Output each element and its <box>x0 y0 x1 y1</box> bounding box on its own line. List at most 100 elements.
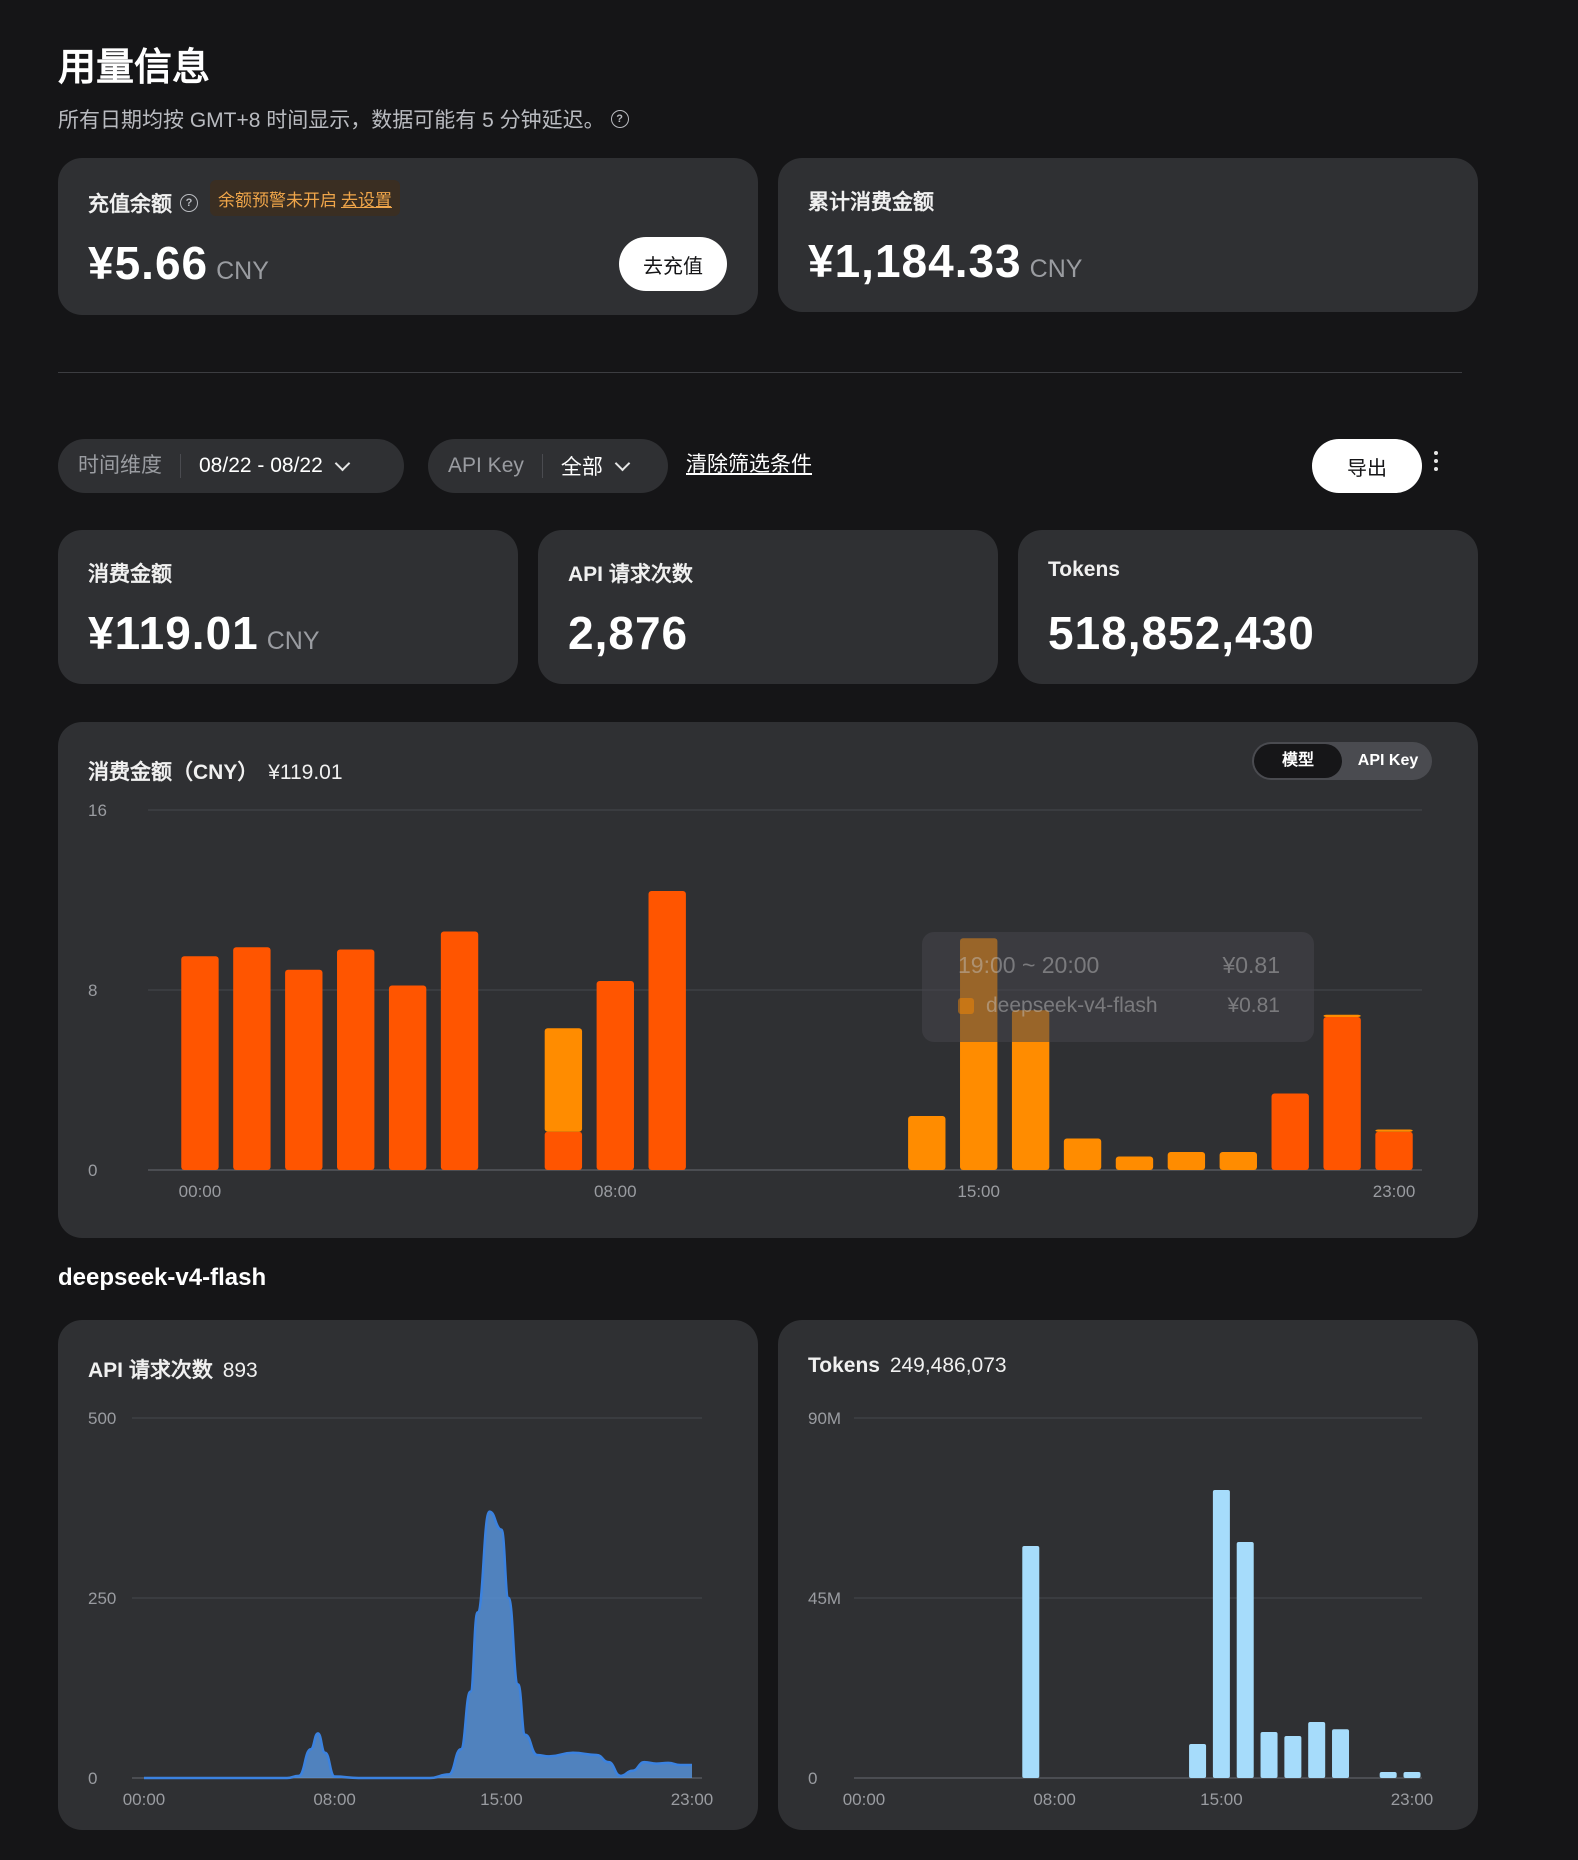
spend-bar <box>1011 1010 1050 1170</box>
spend-bar <box>388 985 427 1170</box>
x-tick-label: 23:00 <box>671 1790 714 1809</box>
y-tick-label: 45M <box>808 1589 841 1608</box>
spend-bar <box>233 947 271 1170</box>
tooltip-swatch <box>958 998 974 1014</box>
tokens-bar <box>1022 1546 1040 1778</box>
balance-warning-badge: 余额预警未开启 去设置 <box>210 180 400 216</box>
spend-bar <box>285 969 323 1170</box>
time-filter-label: 时间维度 <box>58 454 181 478</box>
spend-stat-label: 消费金额 <box>88 563 172 586</box>
spend-bar <box>1375 1129 1413 1132</box>
tokens-stat-value: 518,852,430 <box>1048 607 1315 659</box>
x-tick-label: 00:00 <box>179 1182 222 1201</box>
x-tick-label: 08:00 <box>594 1182 637 1201</box>
model-requests-card: API 请求次数 893 <box>58 1320 758 1830</box>
section-divider <box>58 372 1462 373</box>
tokens-bar <box>1236 1542 1254 1778</box>
balance-card: 充值余额 ? ¥5.66 CNY 去充值 <box>58 158 758 315</box>
tooltip-time: 19:00 ~ 20:00 <box>958 952 1100 978</box>
tokens-bar <box>1212 1490 1230 1778</box>
tokens-bar <box>1332 1729 1350 1778</box>
time-range-filter[interactable]: 时间维度 08/22 - 08/22 <box>58 439 404 493</box>
balance-label: 充值余额 <box>88 193 172 216</box>
tooltip-model: deepseek-v4-flash <box>986 994 1158 1017</box>
y-tick-label: 250 <box>88 1589 116 1608</box>
balance-help-icon[interactable]: ? <box>180 194 198 212</box>
x-tick-label: 08:00 <box>313 1790 356 1809</box>
more-options-icon[interactable] <box>1426 448 1446 474</box>
y-tick-label: 500 <box>88 1409 116 1428</box>
tokens-stat-label: Tokens <box>1048 558 1120 581</box>
chart-group-toggle[interactable]: 模型 API Key <box>1252 742 1432 780</box>
total-spend-card: 累计消费金额 ¥1,184.33 CNY <box>778 158 1478 312</box>
requests-stat-card: API 请求次数 2,876 <box>538 530 998 684</box>
apikey-filter[interactable]: API Key 全部 <box>428 439 668 493</box>
apikey-filter-label: API Key <box>428 454 543 478</box>
spend-bar <box>181 956 219 1170</box>
balance-unit: CNY <box>216 257 269 285</box>
total-spend-label: 累计消费金额 <box>808 191 934 214</box>
page-subtitle: 所有日期均按 GMT+8 时间显示，数据可能有 5 分钟延迟。 ? <box>58 104 629 134</box>
spend-stat-unit: CNY <box>266 627 320 655</box>
x-tick-label: 15:00 <box>1200 1790 1243 1809</box>
spend-bar <box>596 981 634 1170</box>
total-unit: CNY <box>1029 255 1083 283</box>
x-tick-label: 23:00 <box>1391 1790 1434 1809</box>
model-requests-label: API 请求次数 <box>88 1359 213 1382</box>
toggle-model[interactable]: 模型 <box>1254 744 1342 778</box>
warning-settings-link[interactable]: 去设置 <box>341 190 392 210</box>
x-tick-label: 08:00 <box>1033 1790 1076 1809</box>
total-amount-row: ¥1,184.33 CNY <box>808 234 1082 288</box>
tokens-bar <box>1308 1722 1326 1778</box>
spend-bar <box>544 1028 583 1132</box>
spend-bar <box>908 1116 946 1170</box>
warning-text: 余额预警未开启 <box>218 190 337 210</box>
spend-bar <box>1167 1152 1206 1170</box>
spend-bar <box>440 931 479 1170</box>
chevron-down-icon <box>334 455 351 471</box>
model-tokens-label: Tokens <box>808 1354 880 1377</box>
x-tick-label: 15:00 <box>957 1182 1000 1201</box>
toggle-apikey[interactable]: API Key <box>1357 752 1419 769</box>
spend-bar <box>1323 1017 1361 1170</box>
x-tick-label: 00:00 <box>123 1790 166 1809</box>
x-tick-label: 00:00 <box>843 1790 886 1809</box>
tokens-bar <box>1403 1772 1421 1778</box>
spend-bar <box>648 891 686 1170</box>
tokens-stat-card: Tokens 518,852,430 <box>1018 530 1478 684</box>
spend-stat-card: 消费金额 ¥119.01 CNY <box>58 530 518 684</box>
export-button[interactable]: 导出 <box>1312 439 1422 493</box>
spend-bar <box>1323 1014 1361 1017</box>
tokens-bar <box>1260 1732 1278 1778</box>
spend-bar <box>1271 1093 1309 1170</box>
x-tick-label: 15:00 <box>480 1790 523 1809</box>
spend-bar <box>337 949 375 1170</box>
spend-stat-value: ¥119.01 <box>88 607 259 659</box>
tokens-bar <box>1379 1772 1397 1778</box>
clear-filters-link[interactable]: 清除筛选条件 <box>686 453 812 476</box>
tokens-bar-chart: 0 45M 90M 00:00 08:00 15:00 23:00 <box>808 1409 1434 1809</box>
model-tokens-card: Tokens 249,486,073 <box>778 1320 1478 1830</box>
balance-amount-row: ¥5.66 CNY <box>88 236 269 290</box>
apikey-filter-value: 全部 <box>560 456 603 479</box>
y-tick-label: 90M <box>808 1409 841 1428</box>
y-tick-label: 16 <box>88 801 107 820</box>
tokens-bar <box>1284 1736 1302 1778</box>
spend-chart-total: ¥119.01 <box>268 761 343 784</box>
chart-tooltip: 19:00 ~ 20:00 ¥0.81 deepseek-v4-flash ¥0… <box>922 932 1314 1042</box>
total-amount: ¥1,184.33 <box>808 235 1022 287</box>
subtitle-text: 所有日期均按 GMT+8 时间显示，数据可能有 5 分钟延迟。 <box>58 109 605 132</box>
spend-chart-title: 消费金额（CNY） <box>88 761 259 784</box>
spend-bar <box>1375 1131 1413 1170</box>
y-tick-label: 0 <box>88 1161 97 1180</box>
y-tick-label: 0 <box>808 1769 817 1788</box>
help-icon[interactable]: ? <box>610 110 629 128</box>
model-requests-title-row: API 请求次数 893 <box>88 1354 258 1384</box>
tooltip-value: ¥0.81 <box>1227 994 1280 1017</box>
tooltip-total: ¥0.81 <box>1222 952 1280 978</box>
requests-area-chart: 0 250 500 00:00 08:00 15:00 23:00 <box>88 1409 714 1809</box>
spend-bar <box>1063 1138 1102 1170</box>
requests-area-fill <box>144 1511 692 1778</box>
tokens-bar <box>1189 1744 1207 1778</box>
recharge-button[interactable]: 去充值 <box>619 237 727 291</box>
